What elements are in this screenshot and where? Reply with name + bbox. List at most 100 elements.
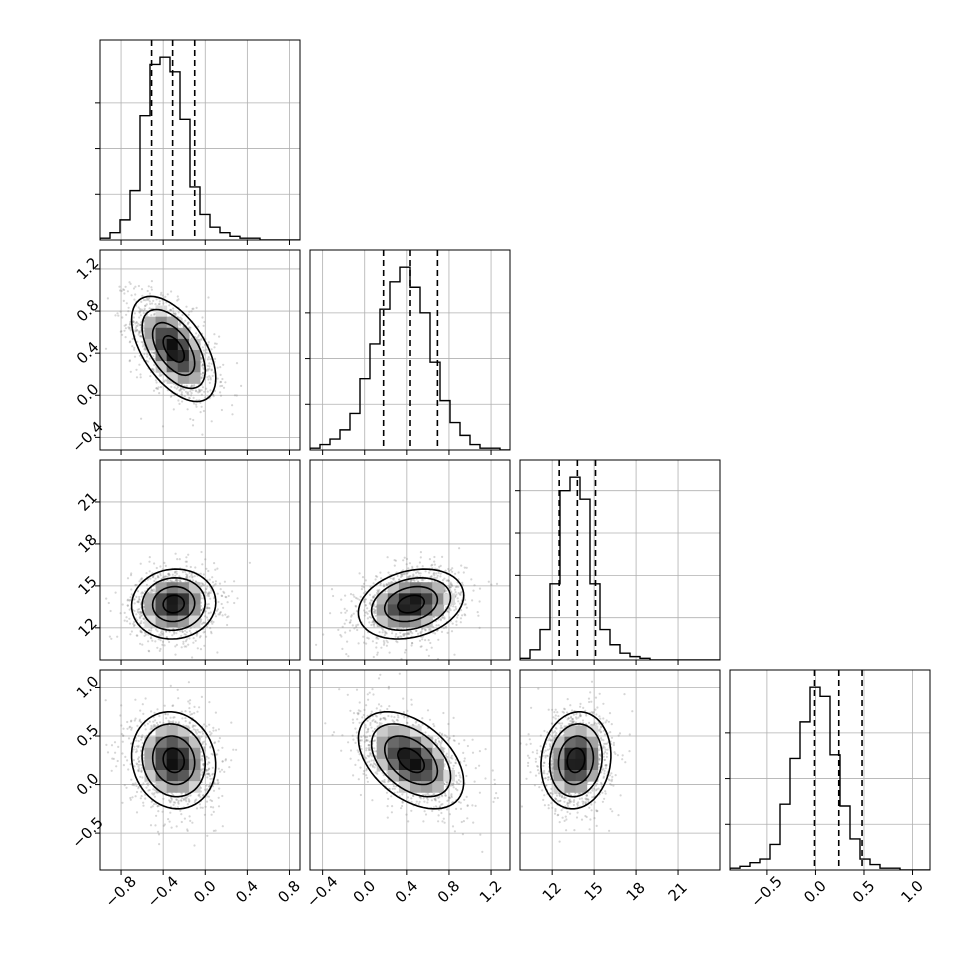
- sample-point: [231, 404, 234, 407]
- sample-point: [158, 633, 161, 636]
- sample-point: [185, 631, 188, 634]
- sample-point: [150, 800, 153, 804]
- sample-point: [391, 632, 394, 635]
- sample-point: [141, 591, 144, 594]
- sample-point: [175, 578, 178, 582]
- sample-point: [447, 567, 450, 571]
- sample-point: [155, 566, 158, 570]
- sample-point: [129, 340, 132, 343]
- sample-point: [125, 302, 128, 305]
- sample-point: [441, 579, 445, 582]
- sample-point: [470, 578, 473, 581]
- sample-point: [195, 390, 198, 393]
- sample-point: [152, 299, 155, 302]
- sample-point: [364, 579, 367, 582]
- sample-point: [200, 582, 203, 585]
- sample-point: [347, 655, 350, 658]
- density-cell: [155, 361, 168, 373]
- sample-point: [189, 699, 192, 702]
- sample-point: [201, 730, 204, 733]
- sample-point: [180, 388, 183, 391]
- sample-point: [199, 401, 202, 404]
- sample-point: [382, 640, 385, 643]
- sample-point: [129, 322, 132, 325]
- sample-point: [180, 393, 183, 396]
- sample-point: [166, 293, 169, 296]
- sample-point: [140, 611, 143, 614]
- sample-point: [154, 640, 157, 643]
- sample-point: [128, 360, 131, 363]
- sample-point: [206, 592, 209, 595]
- sample-point: [138, 718, 141, 721]
- sample-point: [373, 610, 376, 613]
- sample-point: [364, 604, 367, 607]
- sample-point: [135, 321, 138, 324]
- sample-point: [458, 547, 461, 550]
- sample-point: [406, 633, 409, 636]
- sample-point: [188, 702, 191, 705]
- sample-point: [221, 384, 224, 387]
- sample-point: [202, 573, 205, 576]
- sample-point: [203, 644, 206, 647]
- sample-point: [421, 635, 424, 638]
- y-tick-label: 1.2: [73, 254, 103, 284]
- sample-point: [139, 578, 142, 581]
- sample-point: [401, 573, 404, 576]
- sample-point: [185, 638, 188, 641]
- sample-point: [374, 611, 377, 615]
- contour-line: [397, 594, 425, 614]
- sample-point: [446, 631, 449, 635]
- sample-point: [207, 296, 210, 299]
- sample-point: [189, 565, 192, 569]
- sample-point: [156, 576, 159, 579]
- sample-point: [416, 580, 420, 583]
- sample-point: [109, 609, 112, 613]
- sample-point: [159, 574, 162, 577]
- sample-point: [226, 623, 229, 627]
- sample-point: [364, 598, 367, 601]
- sample-point: [173, 386, 176, 389]
- sample-point: [346, 640, 349, 643]
- sample-point: [372, 595, 375, 598]
- sample-point: [403, 634, 406, 637]
- sample-point: [167, 572, 171, 575]
- sample-point: [352, 612, 355, 615]
- y-tick-label: 0.4: [73, 338, 103, 368]
- sample-point: [455, 593, 458, 596]
- sample-point: [138, 310, 141, 313]
- sample-point: [149, 375, 152, 378]
- sample-point: [138, 311, 141, 314]
- sample-point: [420, 630, 423, 633]
- sample-point: [214, 580, 217, 583]
- sample-point: [218, 582, 222, 585]
- sample-point: [153, 351, 156, 354]
- sample-point: [344, 611, 347, 614]
- sample-point: [130, 742, 133, 745]
- sample-point: [159, 293, 162, 296]
- sample-point: [463, 603, 466, 606]
- sample-point: [204, 558, 207, 561]
- sample-point: [392, 577, 396, 580]
- sample-point: [204, 588, 207, 591]
- sample-point: [401, 574, 404, 578]
- sample-point: [219, 611, 222, 614]
- sample-point: [188, 571, 191, 575]
- sample-point: [177, 386, 180, 389]
- sample-point: [439, 618, 442, 621]
- sample-point: [200, 405, 203, 408]
- sample-point: [186, 828, 189, 831]
- sample-point: [450, 584, 453, 587]
- sample-point: [460, 609, 463, 612]
- sample-point: [432, 615, 436, 619]
- sample-point: [158, 300, 161, 303]
- sample-point: [449, 609, 452, 612]
- sample-point: [199, 648, 203, 651]
- y-tick-label: 0.8: [73, 296, 103, 326]
- sample-point: [151, 302, 154, 305]
- sample-point: [138, 354, 141, 357]
- sample-point: [449, 583, 452, 586]
- sample-point: [399, 635, 402, 638]
- sample-point: [197, 391, 200, 394]
- sample-point: [461, 614, 464, 617]
- sample-point: [208, 367, 211, 370]
